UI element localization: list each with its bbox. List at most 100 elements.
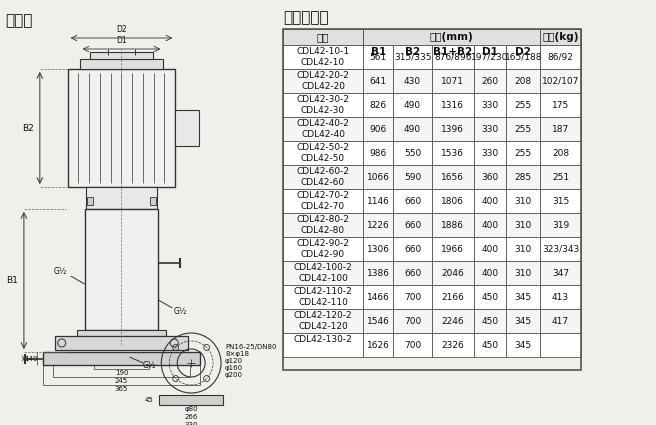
Text: 345: 345 (515, 340, 532, 349)
Text: 型号: 型号 (317, 32, 329, 42)
Text: CDL42-110-2: CDL42-110-2 (294, 287, 352, 296)
Text: D1: D1 (482, 46, 498, 57)
Text: 2046: 2046 (441, 269, 464, 278)
Text: 315: 315 (552, 196, 569, 206)
Bar (283, 213, 363, 237)
Bar (541, 333, 581, 357)
Text: 重量(kg): 重量(kg) (543, 32, 579, 42)
Bar (283, 45, 363, 69)
Text: 400: 400 (482, 269, 499, 278)
Bar (363, 333, 394, 357)
Bar (85, 209, 158, 330)
Text: 2246: 2246 (441, 317, 464, 326)
Bar (283, 93, 363, 117)
Bar (283, 117, 363, 141)
Bar (474, 213, 506, 237)
Bar (394, 45, 432, 69)
Bar (394, 285, 432, 309)
Text: 255: 255 (515, 100, 532, 110)
Text: CDL42-50: CDL42-50 (301, 154, 345, 163)
Text: 187: 187 (552, 125, 569, 133)
Bar (90, 52, 154, 59)
Text: 1146: 1146 (367, 196, 390, 206)
Bar (283, 237, 363, 261)
Text: 876/896: 876/896 (434, 53, 472, 62)
Text: 285: 285 (515, 173, 532, 181)
Text: 2326: 2326 (441, 340, 464, 349)
Bar (474, 165, 506, 189)
Text: CDL42-100: CDL42-100 (298, 274, 348, 283)
Bar (541, 213, 581, 237)
Text: 266: 266 (184, 414, 198, 420)
Bar (432, 237, 474, 261)
Text: 590: 590 (404, 173, 421, 181)
Bar (506, 165, 541, 189)
Text: CDL42-80: CDL42-80 (301, 226, 345, 235)
Bar (283, 285, 363, 309)
Bar (432, 93, 474, 117)
Text: 450: 450 (482, 292, 499, 301)
Text: 490: 490 (404, 100, 421, 110)
Text: 1316: 1316 (441, 100, 464, 110)
Text: D2: D2 (116, 25, 127, 34)
Text: 700: 700 (404, 340, 421, 349)
Text: 561: 561 (370, 53, 387, 62)
Bar (363, 285, 394, 309)
Text: 310: 310 (514, 269, 532, 278)
Bar (541, 45, 581, 58)
Text: 2166: 2166 (441, 292, 464, 301)
Text: 1546: 1546 (367, 317, 390, 326)
Bar (283, 45, 363, 58)
Bar (394, 117, 432, 141)
Text: CDL42-10: CDL42-10 (301, 58, 345, 67)
Text: CDL42-60: CDL42-60 (301, 178, 345, 187)
Bar (87, 197, 92, 205)
Text: 660: 660 (404, 269, 421, 278)
Text: φ160: φ160 (225, 365, 243, 371)
Bar (283, 29, 363, 45)
Text: 102/107: 102/107 (542, 76, 579, 85)
Bar (363, 29, 541, 45)
Bar (474, 285, 506, 309)
Text: 1466: 1466 (367, 292, 390, 301)
Text: 660: 660 (404, 196, 421, 206)
Text: CDL42-80-2: CDL42-80-2 (297, 215, 350, 224)
Bar (363, 93, 394, 117)
Text: 1066: 1066 (367, 173, 390, 181)
Text: 417: 417 (552, 317, 569, 326)
Text: 360: 360 (482, 173, 499, 181)
Text: 347: 347 (552, 269, 569, 278)
Text: CDL42-30: CDL42-30 (301, 106, 345, 115)
Text: D2: D2 (516, 46, 531, 57)
Text: 197/230: 197/230 (472, 53, 508, 62)
Bar (541, 29, 581, 45)
Text: 1071: 1071 (441, 76, 464, 85)
Text: 345: 345 (515, 317, 532, 326)
Bar (432, 261, 474, 285)
Bar (506, 333, 541, 357)
Bar (541, 141, 581, 165)
Bar (283, 309, 363, 333)
Bar (506, 141, 541, 165)
Text: 330: 330 (482, 148, 499, 158)
Bar (432, 45, 474, 58)
Text: 700: 700 (404, 292, 421, 301)
Text: B1: B1 (6, 276, 18, 285)
Bar (506, 45, 541, 58)
Bar (394, 69, 432, 93)
Bar (283, 261, 363, 285)
Text: 1396: 1396 (441, 125, 464, 133)
Bar (541, 285, 581, 309)
Text: CDL42-100-2: CDL42-100-2 (294, 263, 352, 272)
Bar (394, 141, 432, 165)
Text: PN16-25/DN80: PN16-25/DN80 (225, 344, 277, 350)
Bar (363, 237, 394, 261)
Text: CDL42-40-2: CDL42-40-2 (297, 119, 350, 128)
Text: 1806: 1806 (441, 196, 464, 206)
Bar (283, 141, 363, 165)
Text: 400: 400 (482, 221, 499, 230)
Bar (79, 59, 163, 69)
Bar (541, 165, 581, 189)
Bar (432, 69, 474, 93)
Bar (394, 261, 432, 285)
